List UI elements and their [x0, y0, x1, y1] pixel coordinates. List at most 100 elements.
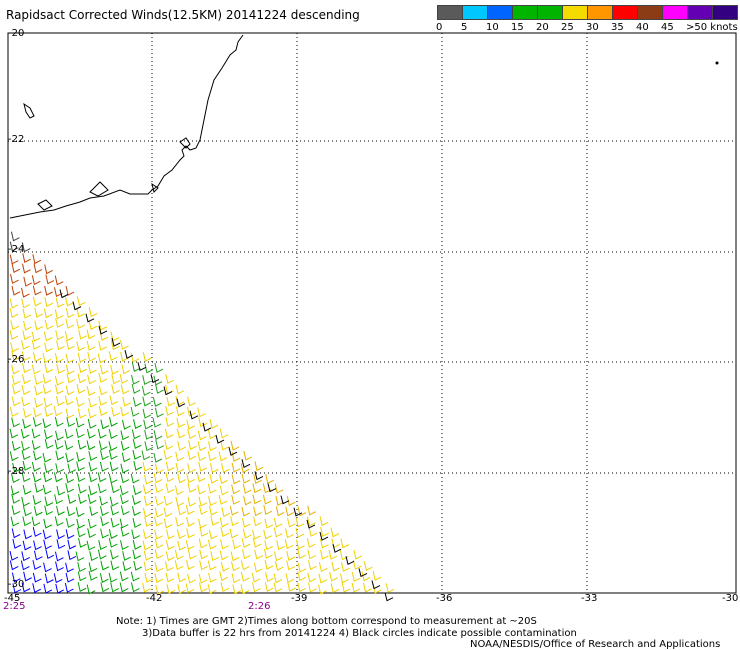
wind-barb: [207, 429, 217, 440]
wind-barb: [187, 429, 197, 440]
wind-barb: [240, 560, 250, 571]
wind-barb: [154, 463, 164, 474]
wind-barb: [77, 408, 87, 419]
wind-barb: [133, 560, 143, 571]
wind-barb: [241, 459, 251, 469]
wind-barb: [56, 340, 65, 351]
wind-barb: [163, 386, 173, 396]
wind-barb: [339, 573, 349, 584]
note-line-2: 3)Data buffer is 22 hrs from 20141224 4)…: [142, 628, 577, 639]
wind-barb: [130, 473, 140, 484]
wind-barb: [174, 485, 184, 496]
wind-barb: [21, 298, 30, 309]
wind-barb: [174, 550, 184, 560]
wind-barb: [307, 582, 317, 593]
wind-barb: [207, 483, 217, 494]
wind-barb: [87, 374, 96, 385]
wind-barb: [187, 396, 196, 407]
wind-barb: [65, 340, 75, 350]
wind-barb: [54, 551, 64, 562]
wind-barb: [22, 485, 32, 495]
wind-barb: [165, 406, 174, 416]
wind-barb: [100, 582, 110, 593]
wind-barb: [297, 562, 307, 573]
wind-barb: [165, 461, 175, 472]
wind-barb: [88, 472, 98, 483]
wind-barb: [110, 517, 120, 528]
wind-barb: [32, 572, 42, 583]
wind-barb: [371, 580, 381, 590]
wind-barb: [232, 584, 242, 595]
wind-barb: [75, 507, 85, 518]
wind-barb: [144, 474, 153, 485]
wind-barb: [9, 241, 19, 252]
wind-barb: [230, 440, 240, 451]
wind-barb: [132, 539, 142, 550]
wind-barb: [219, 517, 229, 528]
wind-barb: [132, 495, 141, 505]
wind-barb: [9, 451, 19, 462]
wind-barb: [21, 450, 31, 461]
wind-barb: [165, 374, 175, 384]
lon-label: -30: [722, 593, 739, 604]
wind-barb: [287, 581, 296, 592]
wind-barb: [219, 474, 228, 485]
wind-barb: [98, 385, 108, 396]
legend-label: 45: [661, 22, 674, 33]
wind-barb: [252, 483, 262, 494]
wind-barb: [287, 517, 296, 528]
wind-barb: [65, 529, 75, 540]
wind-barb: [99, 364, 109, 375]
wind-barb: [11, 505, 21, 516]
wind-barb: [358, 568, 368, 578]
wind-barb: [111, 337, 121, 347]
wind-barb: [177, 440, 186, 451]
wind-barb: [44, 407, 54, 417]
wind-barb: [230, 551, 240, 562]
wind-barb: [176, 398, 186, 408]
wind-barb: [142, 375, 151, 385]
wind-barb: [21, 472, 31, 483]
wind-barb: [65, 518, 75, 528]
wind-barb: [11, 396, 21, 407]
wind-barb: [10, 342, 19, 353]
wind-barb: [187, 573, 196, 584]
wind-barb: [340, 562, 350, 572]
wind-barb: [55, 297, 65, 308]
wind-barb: [54, 353, 64, 363]
wind-barb: [154, 495, 164, 506]
wind-barb: [9, 407, 19, 417]
wind-barb: [320, 527, 329, 537]
map-title: Rapidsact Corrected Winds(12.5KM) 201412…: [6, 8, 360, 22]
wind-barb: [88, 320, 98, 330]
wind-barb: [98, 320, 108, 331]
wind-barb: [66, 417, 76, 428]
wind-barb: [109, 461, 119, 472]
wind-barb: [65, 562, 74, 573]
wind-barb: [165, 472, 175, 483]
wind-barb: [231, 462, 241, 473]
wind-barb: [120, 339, 129, 350]
wind-barb: [86, 584, 96, 595]
wind-barb: [77, 494, 87, 504]
wind-barb: [54, 439, 64, 450]
wind-barb: [100, 450, 109, 461]
wind-barb: [240, 584, 250, 595]
wind-barb: [330, 527, 340, 538]
wind-barb: [253, 506, 262, 517]
wind-barb: [242, 483, 252, 494]
wind-barb: [64, 395, 74, 406]
wind-barb: [285, 506, 294, 517]
wind-barb: [263, 548, 273, 559]
wind-barb: [186, 516, 195, 527]
wind-barb: [99, 573, 109, 583]
wind-barb: [120, 384, 130, 395]
wind-barb: [21, 340, 30, 350]
wind-barb: [119, 582, 129, 593]
wind-barb: [54, 384, 64, 395]
wind-barb: [9, 428, 19, 439]
wind-barb: [108, 441, 118, 452]
wind-barb: [284, 539, 294, 550]
wind-barb: [54, 416, 64, 427]
wind-barb: [318, 573, 328, 584]
